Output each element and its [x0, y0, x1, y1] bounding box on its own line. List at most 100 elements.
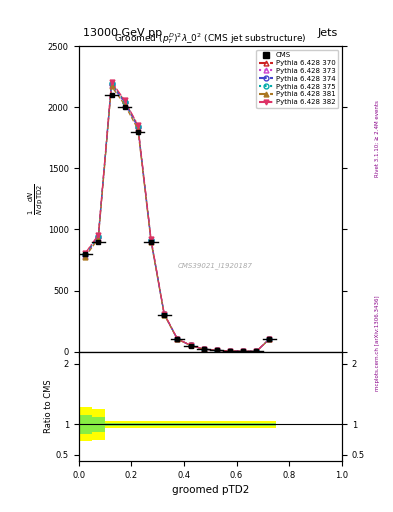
Pythia 6.428 382 [96, 232, 101, 238]
Pythia 6.428 382 [215, 347, 219, 353]
Pythia 6.428 375 [83, 251, 88, 258]
Pythia 6.428 382 [188, 342, 193, 348]
Y-axis label: $\frac{1}{N}\frac{dN}{d\,\mathrm{pTD2}}$: $\frac{1}{N}\frac{dN}{d\,\mathrm{pTD2}}$ [26, 183, 45, 215]
Pythia 6.428 375 [96, 233, 101, 239]
Pythia 6.428 370 [254, 348, 259, 354]
Pythia 6.428 373 [267, 336, 272, 342]
Pythia 6.428 375 [267, 336, 272, 342]
Pythia 6.428 373 [188, 343, 193, 349]
Pythia 6.428 381 [254, 348, 259, 354]
Pythia 6.428 375 [201, 346, 206, 352]
Pythia 6.428 373 [83, 253, 88, 260]
Pythia 6.428 381 [267, 336, 272, 342]
Pythia 6.428 382 [228, 348, 232, 354]
Pythia 6.428 370 [136, 122, 140, 129]
Pythia 6.428 370 [201, 346, 206, 352]
Pythia 6.428 373 [96, 235, 101, 241]
Pythia 6.428 381 [175, 336, 180, 343]
Pythia 6.428 373 [254, 348, 259, 354]
Line: Pythia 6.428 381: Pythia 6.428 381 [83, 84, 272, 354]
Pythia 6.428 381 [149, 239, 153, 245]
Pythia 6.428 374 [188, 343, 193, 349]
Pythia 6.428 374 [122, 99, 127, 105]
Pythia 6.428 370 [215, 347, 219, 353]
Pythia 6.428 382 [136, 122, 140, 128]
Pythia 6.428 375 [188, 343, 193, 349]
Pythia 6.428 375 [149, 237, 153, 243]
Pythia 6.428 382 [162, 310, 167, 316]
Pythia 6.428 373 [149, 238, 153, 244]
Text: Jets: Jets [318, 28, 338, 38]
Pythia 6.428 373 [122, 100, 127, 106]
Pythia 6.428 370 [175, 336, 180, 342]
Pythia 6.428 382 [201, 346, 206, 352]
Pythia 6.428 382 [254, 348, 259, 354]
Pythia 6.428 373 [215, 347, 219, 353]
Pythia 6.428 375 [136, 123, 140, 129]
Line: Pythia 6.428 382: Pythia 6.428 382 [83, 79, 272, 354]
Pythia 6.428 375 [109, 80, 114, 87]
Pythia 6.428 374 [162, 311, 167, 317]
Pythia 6.428 370 [96, 232, 101, 239]
Pythia 6.428 382 [267, 336, 272, 342]
Pythia 6.428 373 [241, 348, 246, 354]
Pythia 6.428 374 [201, 346, 206, 352]
Legend: CMS, Pythia 6.428 370, Pythia 6.428 373, Pythia 6.428 374, Pythia 6.428 375, Pyt: CMS, Pythia 6.428 370, Pythia 6.428 373,… [257, 50, 338, 108]
Pythia 6.428 370 [162, 311, 167, 317]
Pythia 6.428 382 [175, 336, 180, 342]
Pythia 6.428 374 [136, 124, 140, 130]
Line: Pythia 6.428 374: Pythia 6.428 374 [83, 81, 272, 354]
Pythia 6.428 382 [122, 97, 127, 103]
Pythia 6.428 382 [149, 236, 153, 242]
Pythia 6.428 370 [83, 251, 88, 257]
Pythia 6.428 381 [228, 348, 232, 354]
Pythia 6.428 374 [228, 348, 232, 354]
Pythia 6.428 373 [136, 125, 140, 131]
Text: mcplots.cern.ch [arXiv:1306.3436]: mcplots.cern.ch [arXiv:1306.3436] [375, 295, 380, 391]
Line: Pythia 6.428 375: Pythia 6.428 375 [83, 81, 272, 354]
Pythia 6.428 381 [215, 347, 219, 353]
Pythia 6.428 375 [162, 311, 167, 317]
Pythia 6.428 382 [109, 78, 114, 84]
Pythia 6.428 381 [109, 83, 114, 90]
Pythia 6.428 374 [267, 336, 272, 342]
Pythia 6.428 375 [254, 348, 259, 354]
Pythia 6.428 374 [254, 348, 259, 354]
Pythia 6.428 374 [241, 348, 246, 354]
Pythia 6.428 370 [267, 336, 272, 342]
Pythia 6.428 375 [122, 99, 127, 105]
Title: Groomed $(p_T^D)^2\lambda\_0^2$ (CMS jet substructure): Groomed $(p_T^D)^2\lambda\_0^2$ (CMS jet… [114, 31, 307, 46]
Pythia 6.428 375 [228, 348, 232, 354]
Text: CMS39021_I1920187: CMS39021_I1920187 [178, 263, 253, 269]
Pythia 6.428 382 [83, 250, 88, 257]
Pythia 6.428 381 [122, 102, 127, 108]
Pythia 6.428 373 [228, 348, 232, 354]
Pythia 6.428 370 [109, 80, 114, 86]
Pythia 6.428 375 [175, 336, 180, 342]
Pythia 6.428 373 [175, 336, 180, 342]
Pythia 6.428 381 [188, 343, 193, 349]
Pythia 6.428 381 [136, 126, 140, 132]
Pythia 6.428 374 [175, 336, 180, 342]
Pythia 6.428 370 [149, 236, 153, 242]
Y-axis label: Ratio to CMS: Ratio to CMS [44, 379, 53, 433]
Pythia 6.428 373 [109, 82, 114, 88]
Text: Rivet 3.1.10; ≥ 2.4M events: Rivet 3.1.10; ≥ 2.4M events [375, 100, 380, 177]
Line: Pythia 6.428 373: Pythia 6.428 373 [83, 83, 272, 354]
Pythia 6.428 370 [241, 348, 246, 354]
Pythia 6.428 370 [122, 98, 127, 104]
Pythia 6.428 381 [96, 236, 101, 242]
Pythia 6.428 381 [162, 312, 167, 318]
Text: 13000 GeV pp: 13000 GeV pp [83, 28, 162, 38]
Pythia 6.428 381 [83, 254, 88, 260]
Pythia 6.428 374 [215, 347, 219, 353]
Line: Pythia 6.428 370: Pythia 6.428 370 [83, 80, 272, 354]
Pythia 6.428 374 [83, 252, 88, 258]
Pythia 6.428 373 [201, 346, 206, 352]
Pythia 6.428 374 [96, 233, 101, 240]
Pythia 6.428 370 [228, 348, 232, 354]
Pythia 6.428 382 [241, 348, 246, 354]
Pythia 6.428 375 [241, 348, 246, 354]
X-axis label: groomed pTD2: groomed pTD2 [172, 485, 249, 495]
Pythia 6.428 373 [162, 311, 167, 317]
